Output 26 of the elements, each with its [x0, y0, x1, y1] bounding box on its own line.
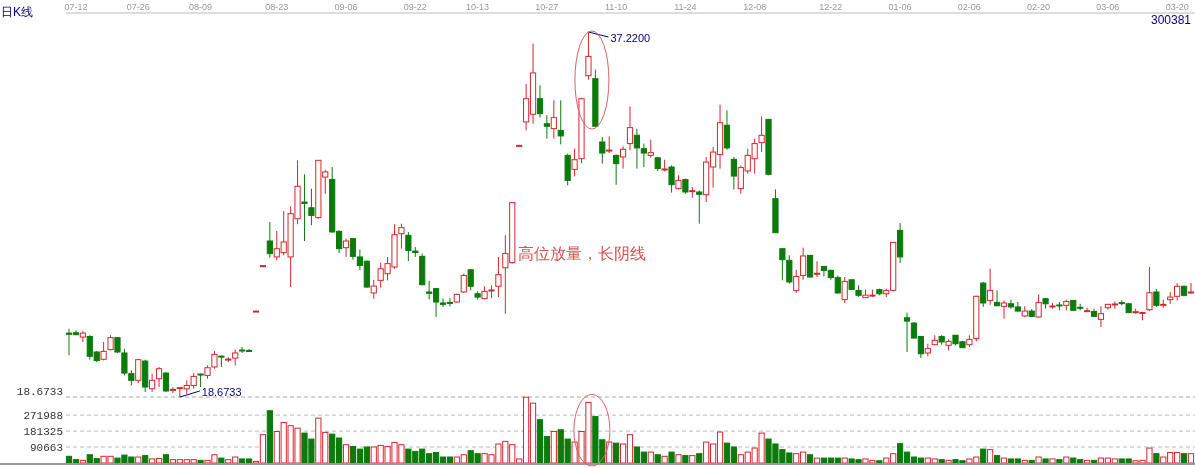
x-tick-label: 10-27 [535, 2, 559, 12]
x-tick-label: 09-06 [334, 2, 358, 12]
ref-label: 18.6733 [16, 386, 63, 398]
x-tick-label: 08-09 [189, 2, 213, 12]
x-tick-label: 01-06 [888, 2, 912, 12]
x-tick-label: 11-10 [604, 2, 628, 12]
subtitle: 300381 [1150, 13, 1191, 27]
y-tick-label: 271988 [23, 410, 63, 423]
x-tick-label: 03-06 [1096, 2, 1120, 12]
annotation: 高位放量，长阴线 [517, 245, 646, 263]
x-tick-label: 02-06 [957, 2, 981, 12]
x-tick-label: 10-13 [466, 2, 490, 12]
x-tick-label: 03-20 [1165, 2, 1189, 12]
y-tick-label: 90663 [30, 442, 63, 455]
annotation: 18.6733 [201, 386, 242, 398]
annotation: 37.2200 [610, 32, 651, 44]
x-tick-label: 08-23 [265, 2, 289, 12]
x-tick-label: 09-22 [403, 2, 427, 12]
x-tick-label: 12-22 [819, 2, 843, 12]
x-tick-label: 11-24 [674, 2, 697, 12]
x-tick-label: 02-20 [1027, 2, 1051, 12]
y-tick-label: 181325 [23, 426, 63, 439]
x-tick-label: 07-12 [64, 2, 88, 12]
x-tick-label: 12-08 [743, 2, 767, 12]
title: 日K线 [1, 5, 33, 19]
x-tick-label: 07-26 [126, 2, 150, 12]
